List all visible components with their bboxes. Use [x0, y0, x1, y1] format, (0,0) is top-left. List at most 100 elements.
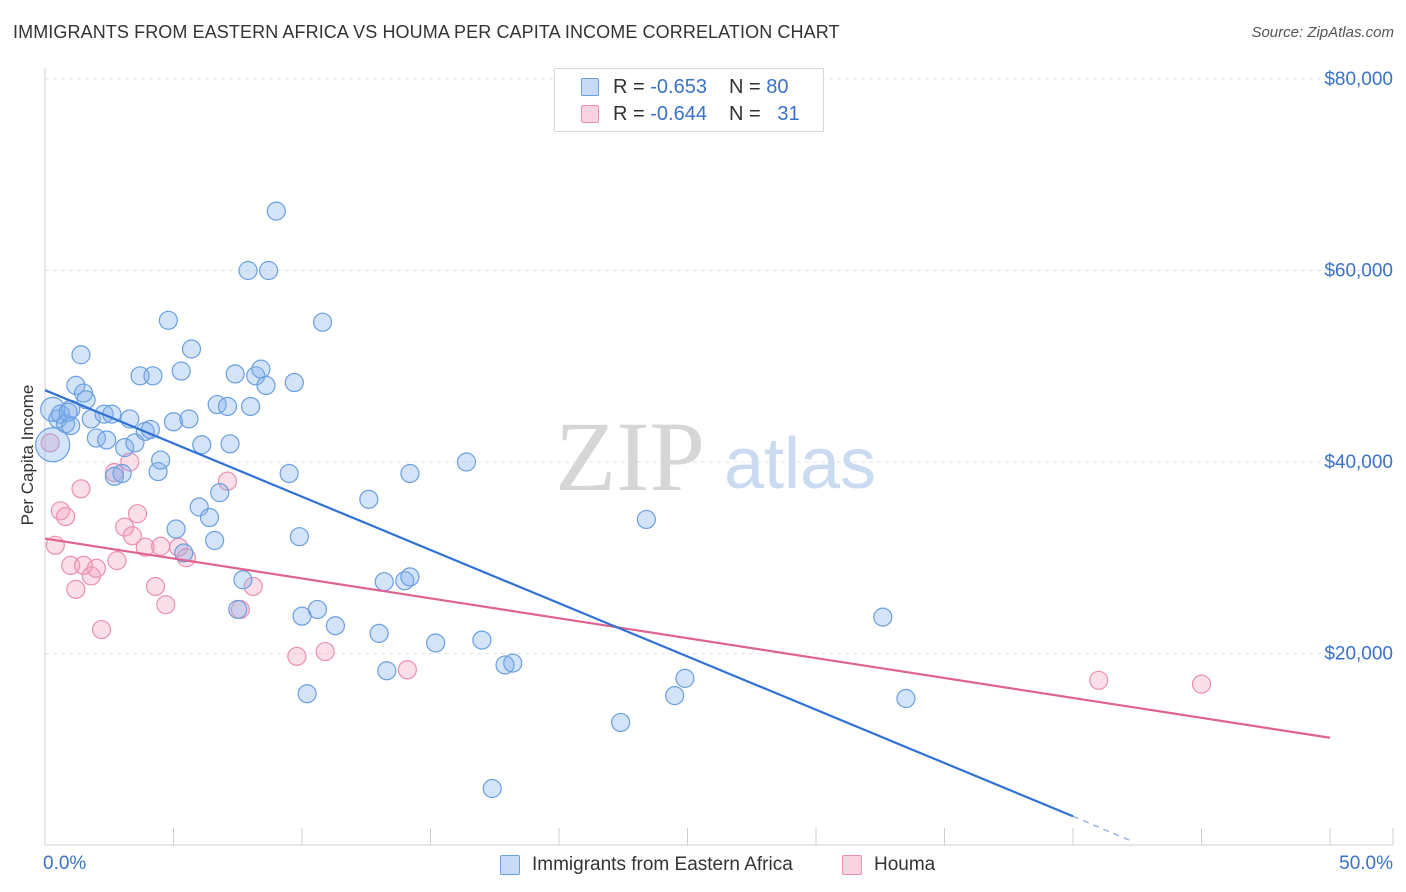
n-value: 31: [777, 102, 800, 125]
eastern-africa-point: [256, 375, 276, 395]
gridlines: [45, 78, 1393, 654]
eastern-africa-point: [266, 201, 286, 221]
source-label: Source: ZipAtlas.com: [1251, 24, 1394, 41]
eastern-africa-point: [503, 653, 523, 673]
eastern-africa-point: [225, 364, 245, 384]
x-tick-label: 0.0%: [43, 853, 86, 874]
eastern-africa-point: [297, 684, 317, 704]
houma-point: [287, 646, 307, 666]
eastern-africa-point: [158, 310, 178, 330]
eastern-africa-point: [472, 630, 492, 650]
eastern-africa-point: [359, 489, 379, 509]
legend-swatch-eastern-africa: [500, 855, 520, 875]
eastern-africa-point: [369, 623, 389, 643]
houma-point: [120, 452, 140, 472]
eastern-africa-point: [636, 509, 656, 530]
houma-point: [315, 641, 335, 662]
eastern-africa-point: [289, 527, 310, 547]
eastern-africa-point: [151, 450, 171, 470]
legend-swatch-houma: [842, 855, 862, 875]
n-label: N =: [728, 102, 761, 125]
eastern-africa-point: [873, 607, 893, 627]
eastern-africa-point: [143, 366, 163, 386]
x-tick-labels: 0.0% 50.0%: [43, 853, 1393, 874]
eastern-africa-point: [166, 519, 186, 539]
eastern-africa-point: [174, 543, 194, 563]
eastern-africa-point: [217, 396, 238, 417]
eastern-africa-point: [426, 633, 446, 653]
houma-trend-line: [44, 537, 1331, 739]
eastern-africa-point: [148, 461, 168, 482]
y-tick-label: $60,000: [1324, 261, 1393, 282]
trend-lines: [44, 389, 1331, 841]
houma-point: [107, 551, 127, 571]
watermark-zip: ZIP: [555, 401, 705, 512]
houma-point: [71, 479, 91, 499]
eastern-africa-point: [665, 686, 685, 706]
eastern-africa-point: [251, 359, 271, 379]
eastern-africa-point: [220, 434, 240, 454]
houma-point: [40, 433, 60, 453]
houma-point: [66, 579, 86, 599]
houma-point: [151, 536, 171, 556]
eastern-africa-point: [71, 345, 91, 365]
legend-item-houma[interactable]: Houma: [842, 852, 935, 878]
axes: [44, 68, 1394, 846]
r-value: -0.653: [650, 75, 707, 98]
eastern-africa-point: [896, 688, 916, 709]
houma-point: [55, 506, 76, 527]
series-eastern-africa-points: [35, 201, 916, 799]
houma-point: [1089, 670, 1109, 690]
houma-point: [1191, 674, 1212, 694]
houma-point: [397, 660, 417, 680]
houma-point: [145, 576, 166, 597]
eastern-africa-point: [675, 668, 695, 688]
r-value: -0.644: [650, 102, 707, 125]
n-label: N =: [728, 75, 761, 98]
eastern-africa-point: [35, 427, 71, 463]
y-tick-label: $20,000: [1324, 644, 1393, 665]
eastern-africa-point: [163, 412, 184, 432]
eastern-africa-point: [456, 452, 477, 472]
eastern-africa-point: [66, 375, 86, 395]
eastern-africa-point: [611, 712, 631, 733]
eastern-africa-point: [377, 661, 397, 681]
houma-point: [156, 595, 176, 615]
eastern-africa-point: [210, 483, 230, 503]
legend-label-eastern-africa: Immigrants from Eastern Africa: [532, 854, 793, 875]
eastern-africa-point: [205, 530, 225, 551]
y-tick-label: $40,000: [1324, 452, 1393, 473]
eastern-africa-point: [104, 466, 124, 486]
eastern-africa-point: [189, 497, 209, 517]
eastern-africa-point: [325, 616, 346, 636]
eastern-africa-point: [312, 312, 333, 332]
chart-title: IMMIGRANTS FROM EASTERN AFRICA VS HOUMA …: [13, 22, 840, 42]
y-tick-label: $80,000: [1324, 69, 1393, 90]
houma-point: [50, 501, 71, 521]
n-value: 80: [766, 75, 789, 98]
legend-swatch-houma: [581, 105, 599, 123]
y-tick-labels: $20,000 $40,000 $60,000 $80,000: [1324, 69, 1393, 665]
r-label: R =: [613, 102, 645, 125]
eastern-africa-trend-extension: [1072, 815, 1130, 841]
eastern-africa-point: [192, 435, 212, 455]
x-tick-label: 50.0%: [1339, 853, 1393, 874]
legend-row-houma: R = -0.644 N = 31: [581, 102, 800, 126]
legend-swatch-eastern-africa: [581, 78, 599, 96]
eastern-africa-point: [179, 409, 199, 429]
legend-label-houma: Houma: [874, 854, 936, 875]
legend-item-eastern-africa[interactable]: Immigrants from Eastern Africa: [500, 852, 793, 878]
houma-point: [91, 619, 112, 640]
y-axis-label: Per Capita Income: [18, 384, 37, 526]
legend-row-eastern-africa: R = -0.653 N = 80: [581, 75, 788, 99]
eastern-africa-point: [115, 438, 135, 458]
eastern-africa-point: [58, 402, 78, 422]
houma-point: [217, 471, 238, 491]
houma-point: [243, 576, 263, 597]
eastern-africa-point: [279, 463, 299, 484]
houma-point: [135, 537, 155, 557]
eastern-africa-point: [374, 572, 394, 592]
eastern-africa-point: [400, 463, 420, 484]
eastern-africa-point: [181, 339, 202, 359]
